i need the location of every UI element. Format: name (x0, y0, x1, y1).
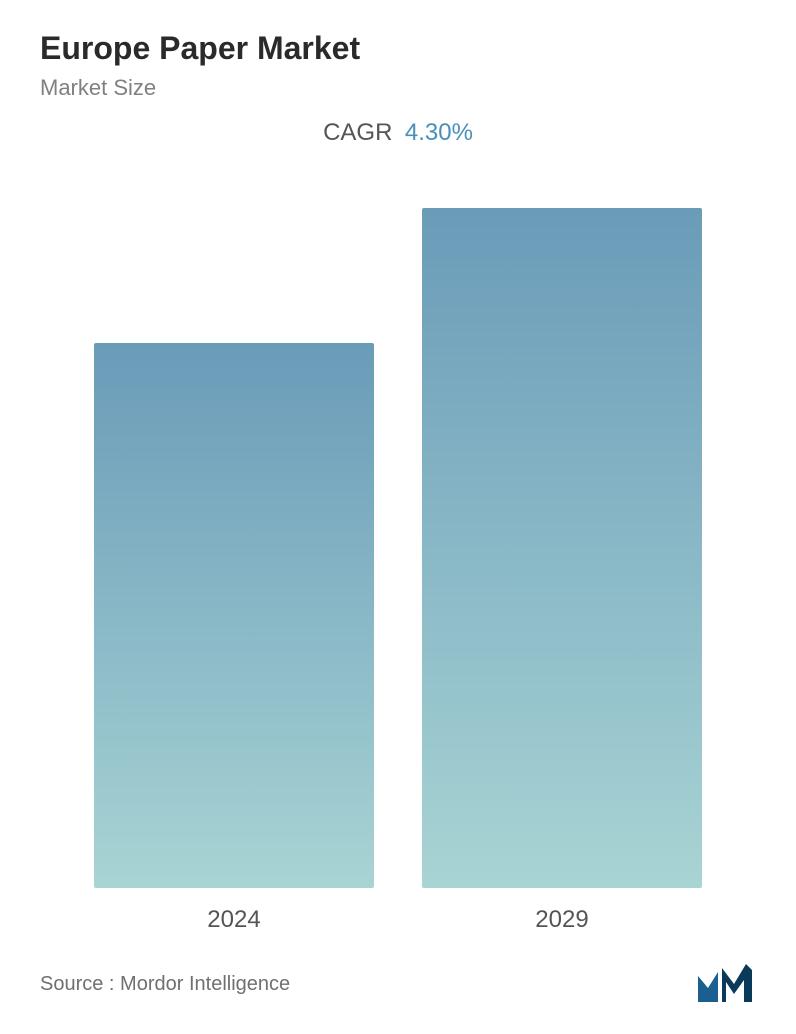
bar-0 (94, 343, 374, 888)
chart-title: Europe Paper Market (40, 30, 756, 67)
bar-label-0: 2024 (207, 906, 260, 934)
chart-footer: Source : Mordor Intelligence (40, 944, 756, 1014)
bar-group-1: 2029 (422, 208, 702, 934)
bar-1 (422, 208, 702, 888)
cagr-row: CAGR 4.30% (40, 119, 756, 147)
source-value: Mordor Intelligence (120, 973, 290, 995)
mordor-logo-icon (696, 964, 756, 1004)
bar-label-1: 2029 (535, 906, 588, 934)
bar-chart: 2024 2029 (40, 177, 756, 944)
source-label: Source : (40, 973, 114, 995)
chart-subtitle: Market Size (40, 75, 756, 101)
bar-group-0: 2024 (94, 343, 374, 934)
logo-icon (696, 964, 756, 1004)
source-text: Source : Mordor Intelligence (40, 973, 290, 996)
cagr-label: CAGR (323, 119, 392, 146)
chart-container: Europe Paper Market Market Size CAGR 4.3… (0, 0, 796, 1034)
cagr-value: 4.30% (405, 119, 473, 146)
